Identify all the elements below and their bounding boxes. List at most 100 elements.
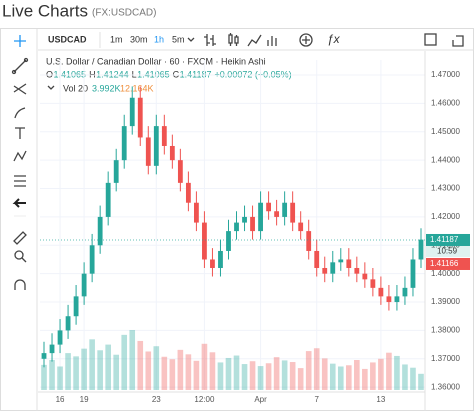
volume-bar (305, 351, 312, 390)
candle-body (234, 222, 239, 232)
volume-bar (97, 350, 103, 390)
x-tick-label: 12:00 (194, 395, 215, 404)
volume-bar (81, 348, 87, 390)
volume-bar (185, 354, 192, 390)
drawing-tools[interactable] (11, 35, 29, 290)
candle-body (274, 211, 280, 217)
candle-body (73, 296, 79, 317)
symbol-button[interactable]: USDCAD (48, 34, 87, 44)
y-tick-label: 1.43000 (431, 184, 460, 193)
volume-bar (370, 362, 376, 390)
x-tick-label: 13 (376, 395, 385, 404)
last-price-tag (426, 233, 470, 246)
x-tick-label: 16 (56, 395, 65, 404)
volume-bar (161, 356, 168, 390)
candle-body (89, 245, 95, 274)
candle-body (226, 231, 231, 251)
legend-collapse[interactable] (47, 85, 55, 90)
candle-body (314, 250, 320, 268)
volume-bar (321, 358, 328, 390)
volume-bar (257, 366, 264, 390)
candle-body (394, 296, 400, 303)
add-indicator[interactable] (299, 33, 313, 47)
volume-bar (145, 351, 152, 390)
volume-bar (193, 360, 200, 390)
volume-bar (345, 365, 352, 390)
volume-bar (249, 361, 256, 390)
x-tick-label: Apr (254, 395, 267, 404)
y-tick-label: 1.36000 (431, 382, 460, 391)
ohlc-key: L (132, 69, 137, 79)
grid (40, 60, 425, 390)
candle-body (242, 216, 247, 223)
x-tick-label: 7 (314, 395, 319, 404)
volume-bar (225, 357, 232, 390)
snapshot-button[interactable] (452, 35, 464, 47)
volume-bar (386, 352, 392, 390)
second-price-label: 1.41166 (430, 259, 459, 268)
second-price-tag (426, 257, 470, 270)
volume-bar (73, 356, 79, 390)
interval-button[interactable]: 1m (110, 34, 123, 44)
candle-body (258, 202, 263, 232)
volume-bar (297, 368, 304, 390)
page-symbol: (FX:USDCAD) (92, 8, 156, 19)
candle-body (129, 97, 135, 127)
add-icon (302, 36, 310, 44)
fullscreen-button[interactable] (424, 33, 437, 46)
candle-body (330, 262, 336, 274)
candle-body (113, 160, 119, 183)
candle-body (338, 259, 344, 263)
volume-bar (378, 358, 384, 390)
volume-bar (410, 367, 416, 390)
candle-body (161, 126, 167, 146)
volume-bar (265, 363, 272, 390)
candle-body (65, 316, 71, 331)
interval-button[interactable]: 30m (130, 34, 148, 44)
volume-ma: 12.164K (120, 83, 154, 93)
volume-bar (233, 355, 240, 390)
candle-body (194, 202, 199, 223)
volume-bar (217, 362, 224, 390)
y-tick-label: 1.39000 (431, 297, 460, 306)
candle-body (346, 259, 352, 268)
candle-body (378, 287, 384, 297)
volume-bar (65, 353, 71, 390)
volume-bar (121, 334, 128, 390)
candle-body (402, 287, 408, 297)
ohlc-key: H (89, 69, 96, 79)
candle-body (137, 97, 143, 138)
candle-body (370, 279, 376, 288)
volume-bar (354, 360, 360, 390)
interval-menu[interactable] (187, 37, 195, 42)
volume-bar (137, 340, 144, 390)
ohlc-key: O (46, 69, 53, 79)
volume-bar (89, 339, 95, 390)
candle-body (250, 216, 255, 232)
interval-button[interactable]: 5m (172, 34, 185, 44)
volume-bar (129, 330, 136, 390)
legend-title: U.S. Dollar / Canadian Dollar · 60 · FXC… (46, 56, 266, 66)
candle-body (81, 273, 87, 297)
fx-button[interactable]: ƒx (327, 32, 341, 46)
candle-body (145, 137, 151, 166)
candle-body (354, 267, 360, 274)
volume-bar (241, 364, 248, 390)
volume-bar (113, 354, 120, 390)
chart-type-buttons[interactable] (204, 33, 277, 47)
volume-bar (337, 366, 344, 390)
candle-body (322, 267, 328, 274)
candle-body (298, 222, 304, 232)
page-title: Live Charts (2, 1, 88, 20)
candle-body (153, 126, 159, 166)
candle-body (57, 330, 63, 345)
ohlc-value: 1.41065 (137, 69, 170, 79)
interval-button[interactable]: 1h (154, 34, 164, 44)
candle-body (121, 126, 127, 161)
y-tick-label: 1.46000 (431, 99, 460, 108)
volume-bar (289, 362, 296, 390)
ohlc-key: C (173, 69, 180, 79)
x-tick-label: 23 (152, 395, 161, 404)
candle-body (410, 259, 416, 288)
